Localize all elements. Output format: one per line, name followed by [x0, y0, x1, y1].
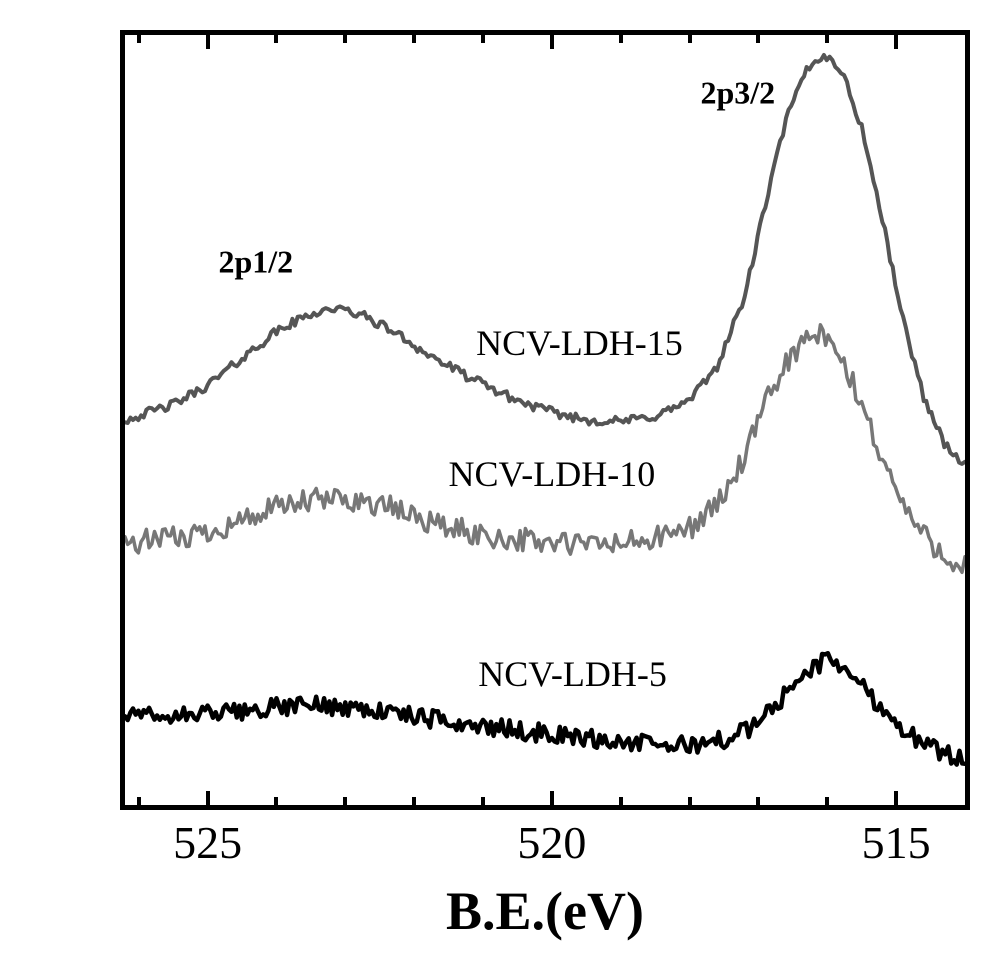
x-tick-top — [756, 35, 760, 43]
x-tick-label: 525 — [173, 816, 242, 869]
x-axis-label: B.E.(eV) — [120, 880, 970, 942]
x-tick — [343, 797, 347, 805]
plot-area: NCV-LDH-15NCV-LDH-10NCV-LDH-52p1/22p3/2 — [120, 30, 970, 810]
x-tick-top — [343, 35, 347, 43]
x-tick — [412, 797, 416, 805]
x-tick-label: 520 — [517, 816, 586, 869]
x-tick-top — [137, 35, 141, 43]
x-tick-top — [274, 35, 278, 43]
x-tick — [619, 797, 623, 805]
x-tick-top — [688, 35, 692, 43]
x-tick — [688, 797, 692, 805]
x-tick — [274, 797, 278, 805]
x-tick — [206, 791, 210, 805]
x-tick — [825, 797, 829, 805]
x-tick-top — [412, 35, 416, 43]
xps-chart: Intensity(a.u.) NCV-LDH-15NCV-LDH-10NCV-… — [0, 0, 1000, 955]
x-tick-top — [894, 35, 898, 49]
x-tick — [894, 791, 898, 805]
x-tick-top — [825, 35, 829, 43]
x-tick-top — [206, 35, 210, 49]
x-tick — [481, 797, 485, 805]
x-tick — [756, 797, 760, 805]
x-tick-label: 515 — [862, 816, 931, 869]
x-tick-top — [619, 35, 623, 43]
x-tick — [550, 791, 554, 805]
x-tick-top — [481, 35, 485, 43]
x-tick-top — [550, 35, 554, 49]
x-tick — [137, 797, 141, 805]
